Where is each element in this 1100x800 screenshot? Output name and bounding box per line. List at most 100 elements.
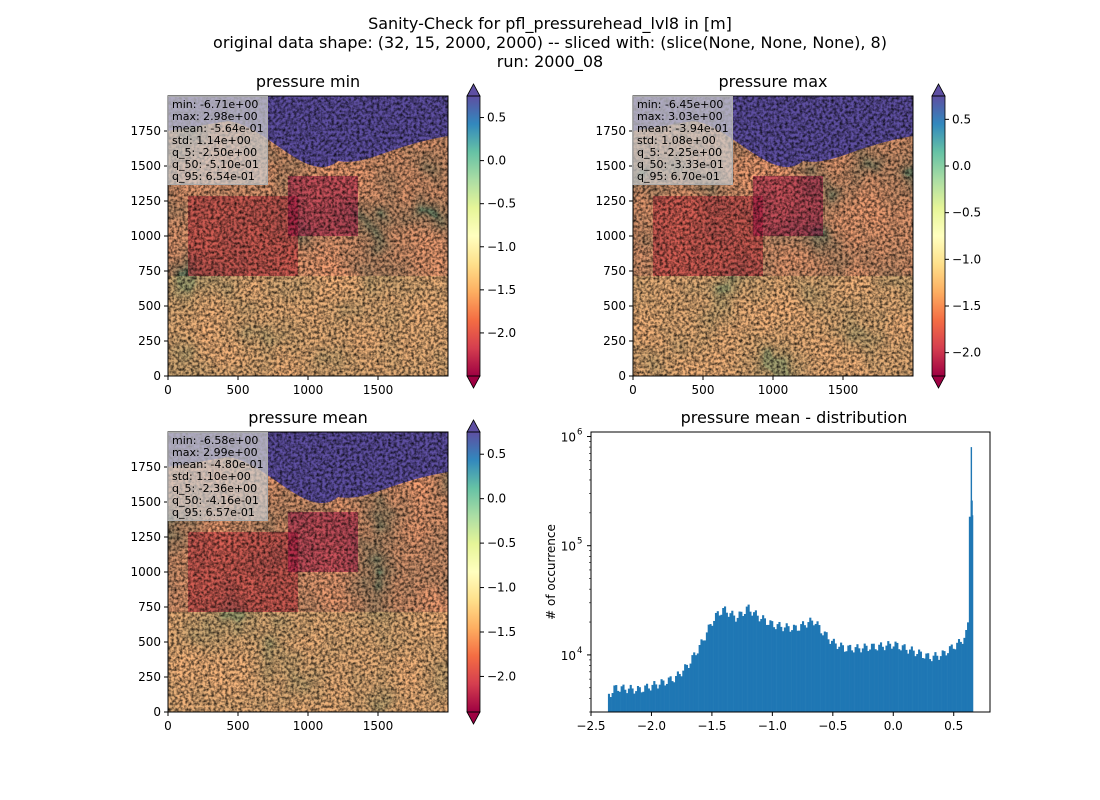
histogram-bar [852, 652, 855, 712]
colorbar-tick-label: −1.0 [952, 252, 981, 266]
histogram-bar [971, 515, 974, 712]
x-tick-label: −2.5 [576, 719, 605, 733]
histogram-bar [798, 630, 801, 712]
y-tick-label: 1000 [595, 229, 626, 243]
stat-std: std: 1.10e+00 [172, 470, 251, 483]
y-tick-label: 750 [138, 600, 161, 614]
histogram-bar [890, 648, 893, 712]
histogram-bar [693, 652, 696, 712]
histogram-bar [704, 640, 707, 712]
histogram-bar [863, 643, 866, 712]
histogram-bar [840, 642, 843, 712]
histogram-bar [631, 688, 634, 712]
histogram-bar [898, 649, 901, 712]
histogram-bar [930, 661, 933, 712]
histogram-bar [673, 682, 676, 712]
histogram-bar [727, 616, 730, 712]
histogram-bar [751, 615, 754, 712]
histogram-bar [644, 685, 647, 712]
x-tick-label: −0.5 [818, 719, 847, 733]
map-panel-2: 0 500 1000 1500 0 250 500 750 1000 1250 1500 1750 0.… [130, 419, 516, 733]
colorbar-extend-bottom [466, 711, 481, 725]
histogram-bar [861, 648, 864, 712]
histogram-bar [878, 644, 881, 712]
histogram-bar [771, 621, 774, 712]
histogram-bar [792, 624, 796, 712]
colorbar-gradient [467, 432, 480, 712]
histogram-bar [700, 639, 703, 712]
stat-mean: mean: -4.80e-01 [172, 458, 264, 471]
histogram-bar [709, 624, 712, 712]
histogram-bar [943, 651, 946, 712]
x-tick-label: 1000 [293, 383, 324, 397]
stat-q5: q_5: -2.25e+00 [637, 146, 723, 159]
y-tick-exponent: 4 [577, 646, 582, 656]
y-tick-label: 1750 [130, 460, 161, 474]
colorbar-extend-top [466, 83, 481, 97]
histogram-bar [907, 653, 910, 712]
x-tick-label: 0.0 [884, 719, 903, 733]
histogram-bar [658, 684, 661, 712]
y-tick-label: 500 [603, 299, 626, 313]
y-tick-label: 1000 [130, 229, 161, 243]
histogram-bar [684, 664, 687, 712]
colorbar-tick-label: −0.5 [487, 536, 516, 550]
colorbar-tick-label: −0.5 [487, 197, 516, 211]
stat-q50: q_50: -3.33e-01 [637, 158, 724, 171]
histogram-bar [767, 624, 770, 712]
stats-box-max: min: -6.45e+00 max: 3.03e+00 mean: -3.94… [632, 96, 733, 185]
histogram-bar [870, 643, 874, 712]
histogram-bar [707, 624, 710, 712]
colorbar-tick-label: −2.0 [952, 346, 981, 360]
stat-q50: q_50: -4.16e-01 [172, 494, 259, 507]
stat-max: max: 2.98e+00 [172, 110, 258, 123]
histogram-bar [818, 625, 821, 712]
x-tick-label: 0 [164, 383, 172, 397]
histogram-bar [756, 615, 759, 712]
colorbar-gradient [467, 96, 480, 376]
histogram-bar [734, 621, 737, 712]
histogram-bar [729, 613, 732, 712]
histogram-bar [941, 650, 944, 712]
histogram-bar [651, 684, 654, 712]
stat-min: min: -6.71e+00 [172, 98, 259, 111]
histogram-bar [607, 693, 611, 712]
histogram-bar [653, 681, 656, 712]
histogram-bar [801, 621, 805, 712]
x-tick-label: 0 [164, 719, 172, 733]
histogram-bar [669, 676, 672, 712]
histogram-bar [849, 644, 852, 712]
histogram-bar [613, 685, 616, 712]
histogram-bar [676, 671, 679, 712]
histogram-bar [957, 639, 961, 712]
histogram-bar [722, 607, 725, 712]
histogram-bar [611, 693, 614, 712]
histogram-bar [869, 649, 872, 712]
histogram-bar [738, 611, 741, 712]
colorbar-frame [466, 95, 481, 377]
title-line-2: original data shape: (32, 15, 2000, 2000… [213, 33, 887, 52]
colorbar-extend-top [466, 419, 481, 433]
histogram-bar [829, 643, 832, 712]
histogram-bar [908, 649, 912, 712]
x-tick-label: 500 [692, 383, 715, 397]
histogram-bar [687, 667, 690, 712]
histogram-bars [607, 447, 974, 712]
histogram-bar [731, 610, 734, 712]
stat-q50: q_50: -5.10e-01 [172, 158, 259, 171]
histogram-bar [934, 652, 937, 712]
stat-q95: q_95: 6.54e-01 [172, 170, 255, 183]
histogram-bar [945, 655, 948, 712]
histogram-bar [698, 645, 701, 712]
histogram-bar [876, 650, 879, 712]
y-tick-label: 10 [561, 540, 576, 554]
x-tick-label: 500 [227, 383, 250, 397]
y-tick-label: 500 [138, 299, 161, 313]
histogram-frame [590, 431, 991, 713]
histogram-bar [816, 621, 819, 712]
histogram-bar [858, 648, 861, 712]
histogram-bar [847, 645, 850, 712]
stat-mean: mean: -3.94e-01 [637, 122, 729, 135]
histogram-bar [968, 516, 971, 712]
